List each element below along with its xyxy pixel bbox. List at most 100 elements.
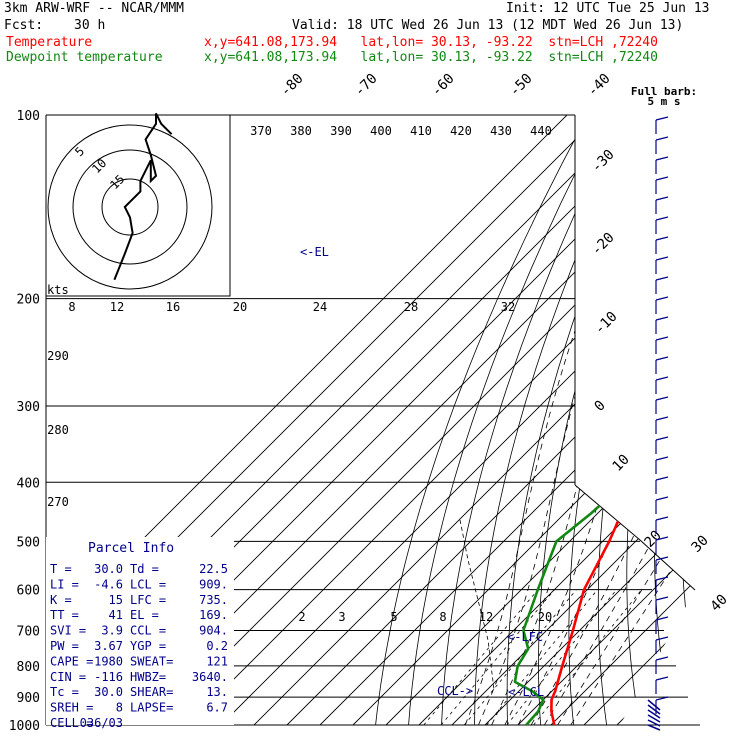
theta-label: 390 [330,124,352,138]
wind-barb-flag [655,696,669,701]
isotherm [418,115,695,725]
wind-barb-flag [655,516,669,521]
pressure-label: 500 [17,535,40,550]
dry-adiabat [474,115,640,725]
moist-adiabat [478,298,605,725]
init-time: Init: 12 UTC Tue 25 Jun 13 [506,1,710,16]
mixing-ratio-line [533,589,642,725]
mixing-ratio-label: 24 [313,300,327,314]
isotherm [154,115,695,725]
mixing-ratio-label: 16 [166,300,180,314]
moist-adiabat [504,298,652,725]
parcel-cell: 735. [199,593,228,607]
isotherm-label: -40 [585,71,614,100]
parcel-cell: SWEAT= [130,654,173,668]
barb-key-units: 5 m s [647,95,680,108]
isotherm-label: 0 [592,398,609,415]
level-marker: CCL-> [437,684,473,698]
pressure-label: 400 [17,476,40,491]
mixing-ratio-label: 12 [110,300,124,314]
wind-barb-flag [655,456,669,461]
parcel-cell: 036/03 [80,716,123,730]
pressure-label: 1000 [9,719,40,734]
wind-barb-low [647,704,661,715]
isotherm-label: -60 [429,71,458,100]
wind-barb-flag [655,276,669,281]
parcel-cell: TT = [50,608,79,622]
parcel-cell: LAPSE= [130,701,173,715]
wind-barb-flag [655,296,669,301]
temperature-location: x,y=641.08,173.94 lat,lon= 30.13, -93.22… [204,35,658,50]
parcel-cell: -4.6 [94,577,123,591]
isotherm-label: -80 [278,71,307,100]
parcel-cell: HWBZ= [130,670,166,684]
hodograph-ring-label: 10 [89,156,109,176]
wind-barb-flag [655,356,669,361]
hodograph-ring [72,149,188,265]
mixing-ratio-label: 8 [68,300,75,314]
mixing-ratio-label-lower: 8 [439,610,446,624]
parcel-cell: PW = [50,639,79,653]
theta-label: 440 [530,124,552,138]
isotherm [550,115,695,725]
wind-barb-flag [655,236,669,241]
parcel-cell: Td = [130,562,159,576]
wind-barb-low [647,724,661,731]
isotherm-label: -50 [507,71,536,100]
wind-barb-flag [655,556,669,561]
theta-label: 370 [250,124,272,138]
isotherm [220,115,695,725]
parcel-info-box: Parcel Info T = 30.0 Td = 22.5 LI = -4.6 LCL = 9… [46,537,234,730]
theta-label: 420 [450,124,472,138]
dry-adiabat [408,115,606,725]
dry-adiabat [568,115,691,725]
temperature-legend: Temperature [6,35,93,50]
wind-barb-flag [655,596,669,601]
parcel-cell: T = [50,562,72,576]
pressure-label: 900 [17,691,40,706]
wind-barb-low [647,719,661,727]
model-title: 3km ARW-WRF -- NCAR/MMM [4,1,185,16]
moist-adiabat [491,298,626,725]
valid-time: Valid: 18 UTC Wed 26 Jun 13 (12 MDT Wed … [292,18,684,33]
hodograph-units: kts [47,283,69,297]
parcel-cell: 0.2 [206,639,228,653]
wind-barb-low [647,699,661,711]
parcel-cell: CELL = [50,716,93,730]
pressure-label: 600 [17,584,40,599]
mixing-ratio-line [486,589,598,725]
wind-barb-flag [655,336,669,341]
parcel-cell: 1980 [94,654,123,668]
isotherm-label: -30 [589,147,618,176]
mixing-ratio-label: 20 [233,300,247,314]
hodograph-ring-label: 5 [72,144,87,159]
theta-label: 410 [410,124,432,138]
level-marker: <-LFC [507,630,543,644]
parcel-cell: 30.0 [94,562,123,576]
isotherm [583,115,695,725]
parcel-cell: SHEAR= [130,685,173,699]
pressure-label: 800 [17,660,40,675]
parcel-path [459,519,495,691]
dry-adiabat [733,115,740,725]
isotherm [385,115,695,725]
parcel-title: Parcel Info [88,541,174,556]
wind-barb-flag [655,616,669,621]
parcel-cell: CAPE = [50,654,93,668]
wind-barb-flag [655,676,669,681]
parcel-cell: 8 [116,701,123,715]
hodograph-ring-label: 15 [107,172,127,192]
dewpoint-location: x,y=641.08,173.94 lat,lon= 30.13, -93.22… [204,50,658,65]
parcel-cell: SVI = [50,624,86,638]
wind-barb-low [647,714,661,723]
dry-adiabat [375,115,588,725]
dry-adiabat [626,115,695,725]
parcel-cell: 13. [206,685,228,699]
parcel-cell: LFC = [130,593,166,607]
wind-barbs: Full barb:5 m s [631,85,697,731]
parcel-cell: 169. [199,608,228,622]
parcel-cell: 3.67 [94,639,123,653]
wind-barb-flag [655,316,669,321]
isotherm-label: -10 [592,309,621,338]
